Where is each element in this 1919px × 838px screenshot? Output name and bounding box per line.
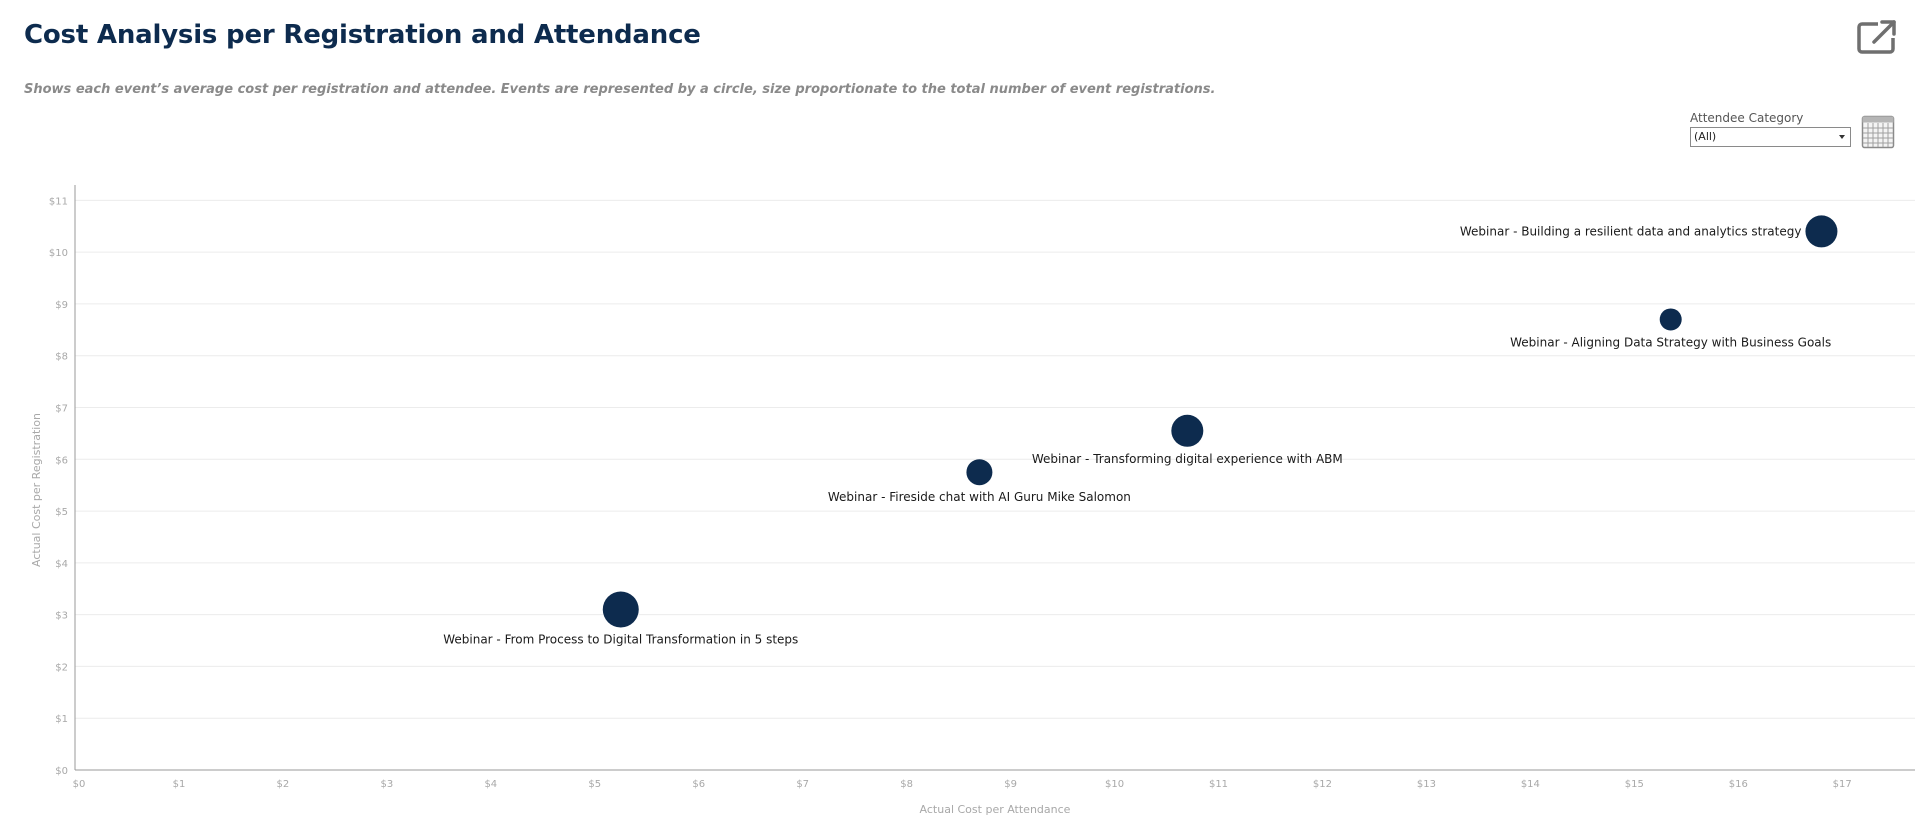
chart-axes [74, 185, 1915, 771]
data-point [966, 459, 993, 486]
y-tick-label: $8 [55, 352, 68, 363]
data-points: Webinar - Building a resilient data and … [443, 215, 1838, 646]
data-point [602, 591, 639, 628]
tick-labels: $0 $1 $2 $3 $4 $5 $6 $7 $8 $9 $10 $11 $0 $1 $2 $3 $4 $5 $6… [49, 196, 1852, 790]
x-tick-label: $17 [1833, 779, 1852, 790]
calendar-icon[interactable] [1861, 115, 1895, 149]
y-tick-label: $5 [55, 507, 68, 518]
attendee-category-select[interactable]: (All) [1690, 127, 1851, 147]
x-axis-title: Actual Cost per Attendance [920, 803, 1071, 816]
y-tick-label: $6 [55, 455, 68, 466]
y-tick-label: $11 [49, 196, 68, 207]
data-point-label: Webinar - Building a resilient data and … [1460, 224, 1802, 238]
y-tick-label: $7 [55, 404, 68, 415]
y-tick-label: $3 [55, 611, 68, 622]
filter-label: Attendee Category [1690, 111, 1804, 125]
x-tick-label: $12 [1313, 779, 1332, 790]
x-tick-label: $0 [73, 779, 86, 790]
export-icon[interactable] [1856, 18, 1902, 58]
x-tick-label: $15 [1625, 779, 1644, 790]
y-tick-label: $4 [55, 559, 68, 570]
x-tick-label: $5 [588, 779, 601, 790]
x-tick-label: $4 [484, 779, 497, 790]
data-point-label: Webinar - Transforming digital experienc… [1032, 452, 1343, 466]
attendee-category-filter: Attendee Category (All) [1690, 111, 1851, 147]
grid-lines [75, 199, 1915, 719]
data-point-label: Webinar - Aligning Data Strategy with Bu… [1510, 335, 1831, 349]
page-title: Cost Analysis per Registration and Atten… [24, 20, 701, 50]
x-tick-label: $16 [1729, 779, 1748, 790]
x-tick-label: $1 [173, 779, 186, 790]
y-tick-label: $10 [49, 248, 68, 259]
y-tick-label: $2 [55, 662, 68, 673]
y-tick-label: $1 [55, 714, 68, 725]
x-tick-label: $3 [380, 779, 393, 790]
x-tick-label: $6 [692, 779, 705, 790]
data-point [1805, 215, 1838, 248]
x-tick-label: $7 [796, 779, 809, 790]
y-tick-label: $0 [55, 766, 68, 777]
data-point [1171, 414, 1204, 447]
filter-selected-value: (All) [1694, 130, 1717, 143]
data-point-label: Webinar - From Process to Digital Transf… [443, 632, 798, 646]
y-tick-label: $9 [55, 300, 68, 311]
data-point [1659, 308, 1682, 331]
x-tick-label: $13 [1417, 779, 1436, 790]
x-tick-label: $8 [900, 779, 913, 790]
x-tick-label: $10 [1105, 779, 1124, 790]
page-subtitle: Shows each event’s average cost per regi… [24, 82, 1216, 97]
x-tick-label: $9 [1004, 779, 1017, 790]
x-tick-label: $14 [1521, 779, 1540, 790]
chevron-down-icon [1839, 135, 1845, 139]
y-axis-title: Actual Cost per Registration [30, 413, 43, 567]
x-tick-label: $2 [277, 779, 290, 790]
data-point-label: Webinar - Fireside chat with AI Guru Mik… [828, 490, 1131, 504]
x-tick-label: $11 [1209, 779, 1228, 790]
